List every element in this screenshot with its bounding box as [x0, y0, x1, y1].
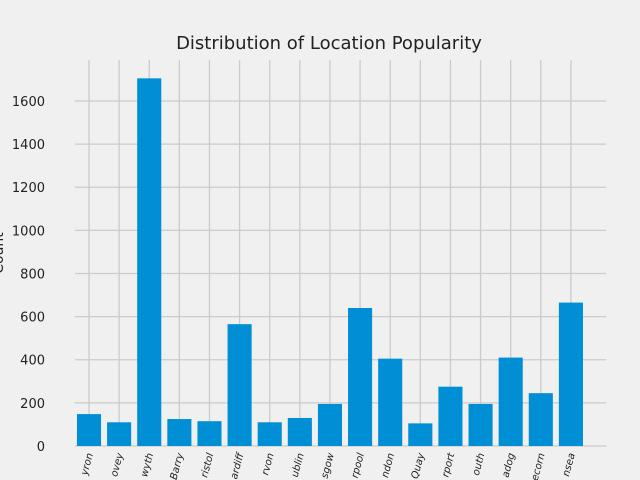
bar [227, 324, 252, 446]
x-tick-label: ndon [380, 452, 397, 479]
x-tick-label: sgow [320, 451, 338, 480]
x-tick-label: yron [79, 452, 96, 478]
x-tick-label: outh [471, 452, 488, 477]
bar [317, 403, 343, 446]
bar [378, 358, 403, 446]
bar [468, 403, 493, 446]
y-tick-label: 200 [20, 397, 45, 412]
bar [558, 302, 583, 446]
bar [137, 78, 162, 447]
x-tick-label: ristol [199, 452, 216, 479]
x-tick-label: ardiff [229, 450, 247, 480]
x-tick-label: Quay [410, 451, 428, 480]
bar [76, 414, 102, 446]
x-tick-label: wyth [139, 452, 156, 478]
x-tick-label: rport [440, 451, 457, 479]
bar [287, 417, 312, 446]
bar [528, 393, 553, 446]
bar [438, 386, 463, 446]
y-tick-label: 1600 [12, 95, 45, 110]
y-tick-label: 0 [37, 440, 45, 455]
y-tick-label: 1200 [12, 181, 45, 196]
bar [107, 422, 132, 446]
x-tick-label: adog [500, 452, 517, 479]
y-axis-label: Count [0, 232, 7, 274]
bar [408, 423, 433, 446]
bar [348, 307, 373, 446]
x-tick-label: rpool [350, 452, 367, 480]
y-tick-label: 600 [20, 311, 45, 326]
y-tick-label: 1400 [12, 138, 45, 153]
bar [197, 421, 222, 446]
y-tick-label: 400 [20, 354, 45, 369]
x-tick-label: ovey [109, 451, 126, 478]
x-tick-label: nsea [561, 452, 578, 478]
bar [498, 357, 523, 446]
y-tick-label: 800 [20, 267, 45, 282]
x-tick-label: rvon [260, 452, 276, 477]
bar [257, 422, 282, 446]
x-tick-label: ublin [290, 452, 307, 479]
x-tick-label: Barry [169, 451, 187, 480]
x-tick-label: ecorn [530, 452, 548, 480]
bar [167, 419, 192, 446]
chart-title: Distribution of Location Popularity [176, 33, 482, 54]
y-tick-label: 1000 [12, 224, 45, 239]
